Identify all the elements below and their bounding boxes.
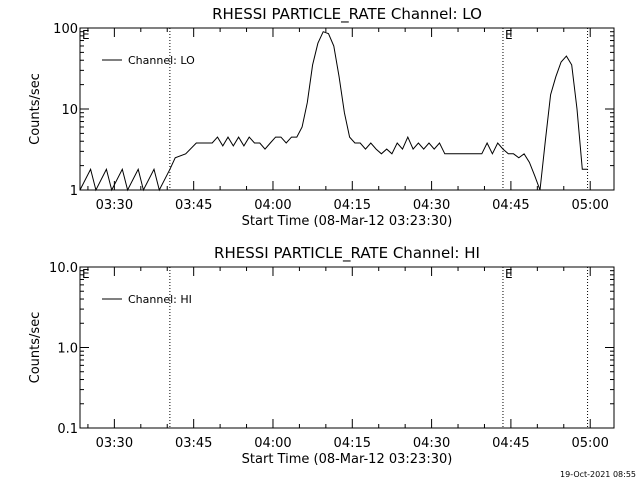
legend-entry: Channel: HI	[128, 293, 192, 306]
event-marker: E	[82, 267, 90, 281]
chart-title: RHESSI PARTICLE_RATE Channel: LO	[212, 5, 482, 24]
y-tick-label: 1.0	[57, 342, 78, 357]
x-tick-label: 04:00	[254, 436, 291, 451]
x-tick-label: 03:45	[175, 436, 212, 451]
x-tick-label: 04:30	[413, 198, 450, 213]
y-axis-label: Counts/sec	[28, 73, 43, 145]
x-tick-label: 03:45	[175, 198, 212, 213]
x-tick-label: 05:00	[571, 198, 608, 213]
x-axis-label: Start Time (08-Mar-12 03:23:30)	[242, 214, 453, 229]
x-tick-label: 05:00	[571, 436, 608, 451]
x-tick-label: 04:15	[334, 198, 371, 213]
chart-title: RHESSI PARTICLE_RATE Channel: HI	[214, 244, 480, 263]
x-tick-label: 04:00	[254, 198, 291, 213]
series-line-lo	[79, 31, 588, 192]
y-tick-label: 100	[53, 22, 78, 37]
y-tick-label: 0.1	[57, 422, 78, 437]
x-axis-label: Start Time (08-Mar-12 03:23:30)	[242, 452, 453, 467]
plot-frame	[79, 266, 615, 429]
x-tick-label: 03:30	[96, 436, 133, 451]
y-tick-label: 10.0	[49, 261, 78, 276]
chart-panel-lo: RHESSI PARTICLE_RATE Channel: LO Start Ti…	[28, 5, 615, 229]
event-marker: E	[82, 28, 90, 42]
y-tick-label: 1	[70, 184, 78, 199]
x-tick-label: 04:45	[492, 198, 529, 213]
x-tick-label: 04:45	[492, 436, 529, 451]
chart-panel-hi: RHESSI PARTICLE_RATE Channel: HI Start Ti…	[28, 244, 615, 467]
x-tick-label: 04:30	[413, 436, 450, 451]
legend-entry: Channel: LO	[128, 54, 195, 67]
plot-frame	[79, 27, 615, 191]
x-tick-label: 04:15	[334, 436, 371, 451]
event-marker: E	[505, 267, 513, 281]
y-tick-label: 10	[61, 103, 78, 118]
event-marker: E	[505, 28, 513, 42]
y-axis-label: Counts/sec	[28, 312, 43, 384]
x-tick-label: 03:30	[96, 198, 133, 213]
timestamp: 19-Oct-2021 08:55	[560, 470, 636, 479]
